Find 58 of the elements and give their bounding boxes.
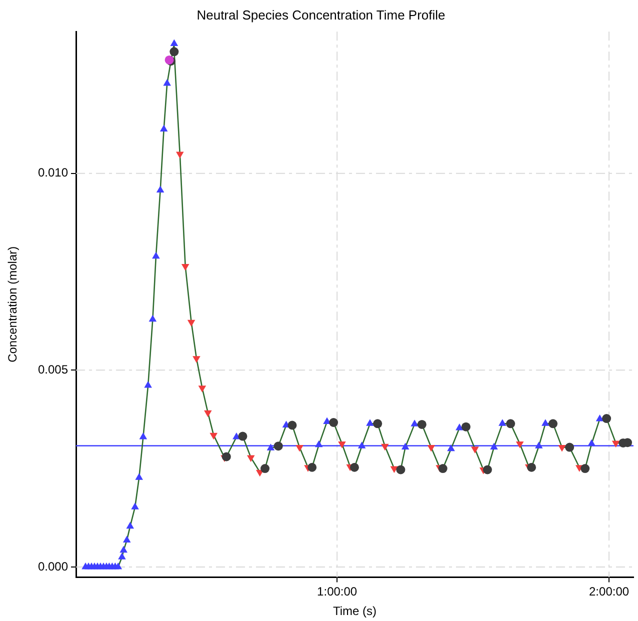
point	[580, 464, 590, 474]
point	[135, 473, 143, 480]
x-tick-label: 1:00:00	[317, 584, 358, 599]
point	[118, 552, 126, 560]
point	[170, 39, 178, 46]
point	[596, 414, 604, 422]
point	[565, 442, 574, 452]
point	[139, 432, 148, 440]
y-tick-label: 0.000	[38, 559, 68, 574]
point	[358, 442, 366, 448]
point	[274, 442, 283, 451]
point	[490, 442, 498, 450]
point	[156, 186, 164, 192]
point	[350, 462, 359, 472]
chart-title: Neutral Species Concentration Time Profile	[196, 7, 446, 22]
point	[260, 464, 270, 474]
point	[373, 419, 382, 428]
point	[482, 465, 492, 474]
point	[238, 432, 248, 441]
point	[548, 419, 558, 428]
point	[314, 440, 323, 448]
point	[144, 380, 152, 388]
point	[602, 414, 612, 424]
x-tick-label: 2:00:00	[589, 584, 630, 599]
point	[131, 502, 139, 510]
point	[122, 536, 131, 542]
point	[288, 420, 297, 430]
point	[126, 522, 134, 529]
point	[396, 465, 406, 474]
point	[417, 420, 426, 429]
x-axis-title: Time (s)	[332, 604, 377, 618]
y-tick-label: 0.010	[38, 166, 68, 180]
point	[170, 47, 179, 56]
point	[541, 419, 550, 426]
point	[329, 418, 338, 427]
point	[222, 452, 231, 462]
point	[461, 422, 470, 432]
point	[410, 420, 418, 426]
point	[152, 252, 160, 259]
point	[534, 442, 543, 448]
point	[498, 419, 506, 426]
point	[366, 419, 374, 426]
point	[266, 444, 275, 450]
point	[120, 546, 128, 553]
point	[438, 464, 448, 474]
point	[456, 424, 464, 430]
y-axis-title: Concentration (molar)	[6, 246, 20, 362]
point	[447, 444, 455, 452]
point	[588, 439, 596, 446]
point	[160, 124, 168, 132]
point	[308, 462, 317, 472]
point	[148, 314, 157, 322]
point	[114, 562, 122, 570]
y-tick-label: 0.005	[38, 362, 68, 376]
point	[401, 442, 410, 450]
point	[506, 419, 516, 428]
point	[527, 462, 536, 472]
point	[163, 79, 171, 86]
